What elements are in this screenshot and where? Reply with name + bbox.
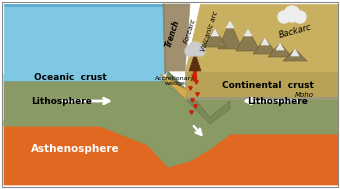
Polygon shape — [4, 81, 338, 167]
Polygon shape — [236, 29, 260, 51]
Polygon shape — [185, 99, 338, 124]
Polygon shape — [261, 38, 269, 45]
Text: Forearc: Forearc — [183, 18, 197, 44]
Polygon shape — [283, 49, 307, 61]
Text: Trench: Trench — [164, 19, 182, 49]
Polygon shape — [185, 4, 338, 71]
Polygon shape — [163, 4, 190, 74]
Text: Moho: Moho — [295, 92, 314, 98]
Circle shape — [278, 11, 290, 23]
Polygon shape — [211, 29, 219, 36]
Polygon shape — [253, 38, 277, 54]
Text: Asthenosphere: Asthenosphere — [31, 144, 119, 154]
Polygon shape — [244, 29, 252, 36]
Text: Volcanic arc: Volcanic arc — [201, 10, 219, 52]
Text: Oceanic  crust: Oceanic crust — [34, 74, 106, 83]
Circle shape — [284, 6, 300, 22]
Polygon shape — [276, 43, 284, 50]
Text: Lithosphere: Lithosphere — [248, 97, 308, 105]
Polygon shape — [185, 71, 338, 99]
Polygon shape — [165, 71, 230, 124]
Polygon shape — [189, 53, 201, 71]
Text: Backarc: Backarc — [277, 22, 312, 40]
Polygon shape — [2, 2, 338, 187]
Polygon shape — [160, 74, 188, 99]
Polygon shape — [193, 53, 197, 81]
Polygon shape — [4, 121, 338, 185]
Circle shape — [195, 46, 205, 56]
Polygon shape — [226, 21, 234, 28]
Circle shape — [294, 11, 306, 23]
Polygon shape — [4, 121, 230, 167]
Polygon shape — [291, 49, 299, 56]
Polygon shape — [4, 74, 165, 81]
Polygon shape — [163, 4, 166, 74]
Polygon shape — [4, 4, 165, 6]
Text: Continental  crust: Continental crust — [222, 81, 314, 90]
Polygon shape — [203, 29, 227, 47]
Polygon shape — [218, 21, 242, 49]
Polygon shape — [4, 4, 165, 74]
Polygon shape — [185, 97, 338, 99]
Text: Lithosphere: Lithosphere — [32, 97, 92, 105]
Text: Accretionary
wedge: Accretionary wedge — [155, 76, 195, 86]
Circle shape — [188, 42, 202, 56]
Polygon shape — [4, 74, 188, 99]
Circle shape — [185, 46, 195, 56]
Polygon shape — [268, 43, 292, 57]
